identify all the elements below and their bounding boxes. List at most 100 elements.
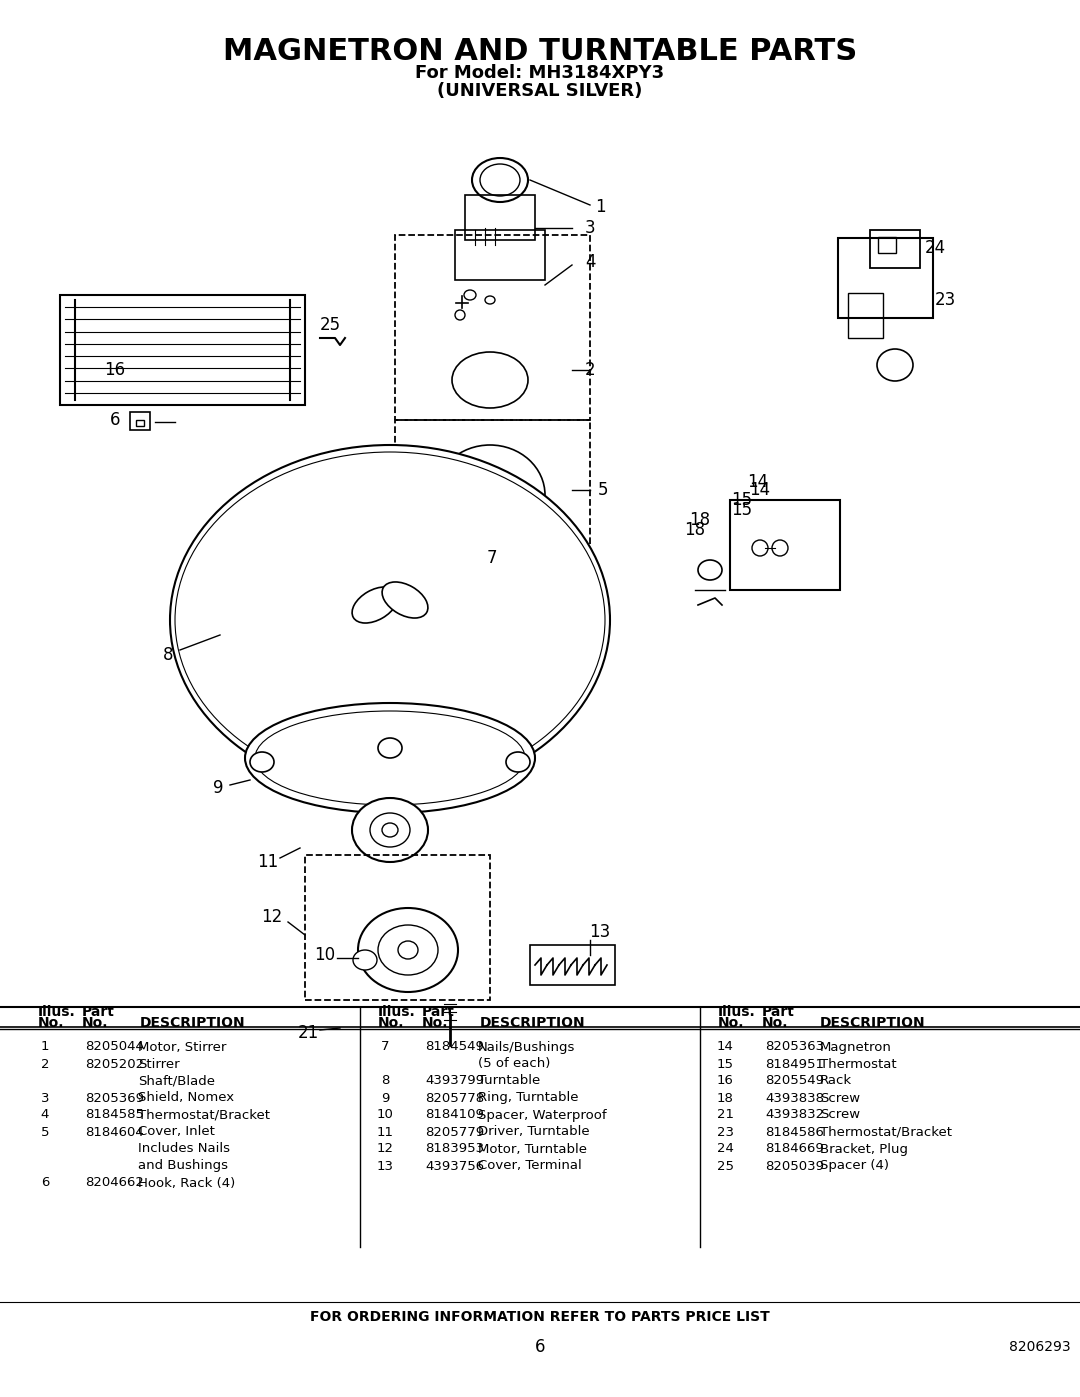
- Text: 25: 25: [320, 316, 340, 334]
- Text: No.: No.: [38, 1016, 65, 1030]
- Text: 15: 15: [716, 1058, 733, 1070]
- Text: 6: 6: [535, 1338, 545, 1356]
- Ellipse shape: [507, 752, 530, 773]
- Text: 8184109: 8184109: [426, 1108, 484, 1122]
- Bar: [395, 235, 590, 420]
- Ellipse shape: [382, 583, 428, 617]
- Text: Ring, Turntable: Ring, Turntable: [478, 1091, 579, 1105]
- Text: 6: 6: [41, 1176, 50, 1189]
- Text: 8183953: 8183953: [426, 1143, 484, 1155]
- Ellipse shape: [245, 703, 535, 813]
- Text: 8184604: 8184604: [85, 1126, 144, 1139]
- Text: DESCRIPTION: DESCRIPTION: [480, 1016, 585, 1030]
- Text: Includes Nails: Includes Nails: [138, 1143, 230, 1155]
- Text: 16: 16: [105, 360, 125, 379]
- Text: Cover, Inlet: Cover, Inlet: [138, 1126, 215, 1139]
- Bar: [730, 500, 840, 590]
- Text: 5: 5: [41, 1126, 50, 1139]
- Bar: [395, 420, 590, 550]
- Text: Illus.: Illus.: [38, 1004, 76, 1018]
- Bar: [305, 855, 490, 1000]
- Text: 15: 15: [731, 490, 753, 509]
- Ellipse shape: [352, 587, 397, 623]
- Text: Illus.: Illus.: [718, 1004, 756, 1018]
- Text: MAGNETRON AND TURNTABLE PARTS: MAGNETRON AND TURNTABLE PARTS: [222, 36, 858, 66]
- Text: 8205549: 8205549: [765, 1074, 824, 1087]
- Ellipse shape: [170, 446, 610, 795]
- Ellipse shape: [370, 813, 410, 847]
- Text: 8184951: 8184951: [765, 1058, 824, 1070]
- Text: Motor, Stirrer: Motor, Stirrer: [138, 1041, 227, 1053]
- Text: 8184669: 8184669: [765, 1143, 824, 1155]
- Text: 8205039: 8205039: [765, 1160, 824, 1172]
- Bar: [465, 196, 535, 240]
- Text: 23: 23: [934, 291, 956, 309]
- Text: 13: 13: [590, 923, 610, 942]
- Ellipse shape: [249, 752, 274, 773]
- Text: 2: 2: [41, 1058, 50, 1070]
- Text: 18: 18: [689, 511, 711, 529]
- Text: Spacer (4): Spacer (4): [820, 1160, 889, 1172]
- Ellipse shape: [472, 158, 528, 203]
- Text: Screw: Screw: [820, 1091, 860, 1105]
- Text: 11: 11: [377, 1126, 393, 1139]
- Text: Part: Part: [422, 1004, 455, 1018]
- Text: 8: 8: [381, 1074, 389, 1087]
- Ellipse shape: [399, 942, 418, 958]
- Ellipse shape: [255, 711, 525, 805]
- Text: Thermostat: Thermostat: [820, 1058, 896, 1070]
- Text: Turntable: Turntable: [478, 1074, 540, 1087]
- Text: 24: 24: [924, 239, 946, 257]
- Text: Hook, Rack (4): Hook, Rack (4): [138, 1176, 235, 1189]
- Text: 1: 1: [595, 198, 605, 217]
- Text: Part: Part: [82, 1004, 114, 1018]
- Ellipse shape: [382, 823, 399, 837]
- Bar: [530, 944, 615, 985]
- Text: 14: 14: [716, 1041, 733, 1053]
- Ellipse shape: [752, 541, 768, 556]
- Text: 8204662: 8204662: [85, 1176, 144, 1189]
- Bar: [136, 420, 144, 426]
- Text: 14: 14: [747, 474, 769, 490]
- Text: 1: 1: [41, 1041, 50, 1053]
- Text: 8205202: 8205202: [85, 1058, 144, 1070]
- Text: 3: 3: [584, 219, 595, 237]
- Ellipse shape: [698, 560, 723, 580]
- Text: 8205778: 8205778: [426, 1091, 484, 1105]
- Text: 5: 5: [597, 481, 608, 499]
- Text: Stirrer: Stirrer: [138, 1058, 179, 1070]
- Text: 4: 4: [584, 253, 595, 271]
- Text: 7: 7: [487, 549, 497, 567]
- Bar: [848, 293, 883, 338]
- Bar: [870, 231, 920, 268]
- Ellipse shape: [353, 950, 377, 970]
- Bar: [130, 412, 150, 430]
- Text: 23: 23: [716, 1126, 733, 1139]
- Text: Illus.: Illus.: [378, 1004, 416, 1018]
- Ellipse shape: [453, 352, 528, 408]
- Text: 18: 18: [716, 1091, 733, 1105]
- Text: Spacer, Waterproof: Spacer, Waterproof: [478, 1108, 607, 1122]
- Text: Driver, Turntable: Driver, Turntable: [478, 1126, 590, 1139]
- Text: Nails/Bushings: Nails/Bushings: [478, 1041, 576, 1053]
- Text: 4393799: 4393799: [426, 1074, 484, 1087]
- Text: No.: No.: [82, 1016, 108, 1030]
- Text: Rack: Rack: [820, 1074, 852, 1087]
- Ellipse shape: [435, 446, 545, 545]
- Text: 14: 14: [750, 481, 770, 499]
- Ellipse shape: [772, 541, 788, 556]
- Ellipse shape: [352, 798, 428, 862]
- Text: (5 of each): (5 of each): [478, 1058, 551, 1070]
- Text: No.: No.: [422, 1016, 448, 1030]
- Text: 24: 24: [716, 1143, 733, 1155]
- Text: No.: No.: [762, 1016, 788, 1030]
- Text: 16: 16: [716, 1074, 733, 1087]
- Text: 9: 9: [213, 780, 224, 798]
- Text: 18: 18: [685, 521, 705, 539]
- Text: Thermostat/Bracket: Thermostat/Bracket: [138, 1108, 270, 1122]
- Ellipse shape: [175, 453, 605, 788]
- Ellipse shape: [357, 908, 458, 992]
- Text: Bracket, Plug: Bracket, Plug: [820, 1143, 908, 1155]
- Text: Part: Part: [762, 1004, 795, 1018]
- Text: 4: 4: [41, 1108, 50, 1122]
